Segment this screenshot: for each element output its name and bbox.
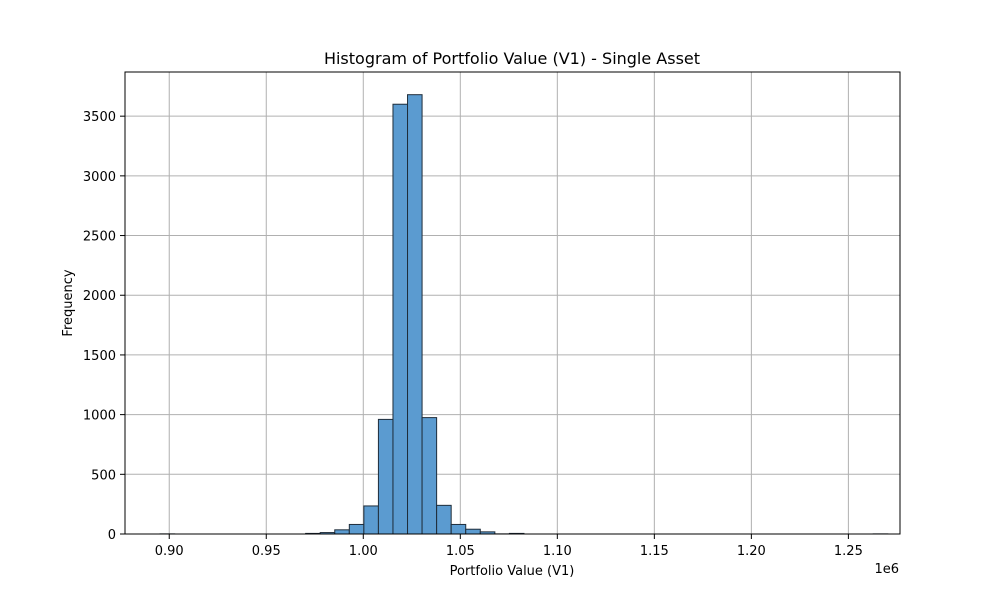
histogram-bar — [407, 94, 423, 535]
y-axis-ticks: 0 500 1000 1500 2000 2500 3000 3500 — [83, 110, 125, 543]
x-axis-ticks: 0.90 0.95 1.00 1.05 1.10 1.15 1.20 1.25 — [155, 534, 863, 559]
x-tick-label: 1.00 — [349, 544, 378, 559]
histogram-bar — [465, 528, 481, 535]
y-axis-label: Frequency — [61, 269, 76, 336]
x-tick-label: 1.10 — [543, 544, 572, 559]
histogram-bar — [421, 417, 438, 535]
y-tick-label: 2500 — [83, 230, 116, 245]
histogram-bar — [377, 418, 394, 535]
y-tick-label: 3000 — [83, 170, 116, 185]
histogram-bar — [363, 505, 379, 535]
y-tick-label: 3500 — [83, 110, 116, 125]
x-tick-label: 1.05 — [446, 544, 475, 559]
x-axis-label: Portfolio Value (V1) — [450, 564, 575, 579]
plot-area-frame — [124, 71, 901, 535]
y-tick-label: 500 — [91, 468, 116, 483]
x-tick-label: 1.15 — [640, 544, 669, 559]
histogram-bar — [450, 523, 467, 535]
x-tick-label: 1.20 — [737, 544, 766, 559]
histogram-bars — [159, 94, 889, 535]
histogram-bar — [334, 529, 350, 535]
histogram-bar — [392, 103, 409, 535]
x-tick-label: 0.95 — [252, 544, 281, 559]
chart-title: Histogram of Portfolio Value (V1) - Sing… — [324, 49, 700, 68]
y-tick-label: 1500 — [83, 349, 116, 364]
x-axis-offset-label: 1e6 — [874, 562, 899, 577]
y-tick-label: 1000 — [83, 409, 116, 424]
x-tick-label: 1.25 — [834, 544, 863, 559]
y-tick-label: 2000 — [83, 289, 116, 304]
histogram-bar — [348, 523, 365, 535]
histogram-bar — [436, 504, 452, 535]
grid-lines — [125, 72, 900, 535]
y-tick-label: 0 — [108, 528, 116, 543]
x-tick-label: 0.90 — [155, 544, 184, 559]
